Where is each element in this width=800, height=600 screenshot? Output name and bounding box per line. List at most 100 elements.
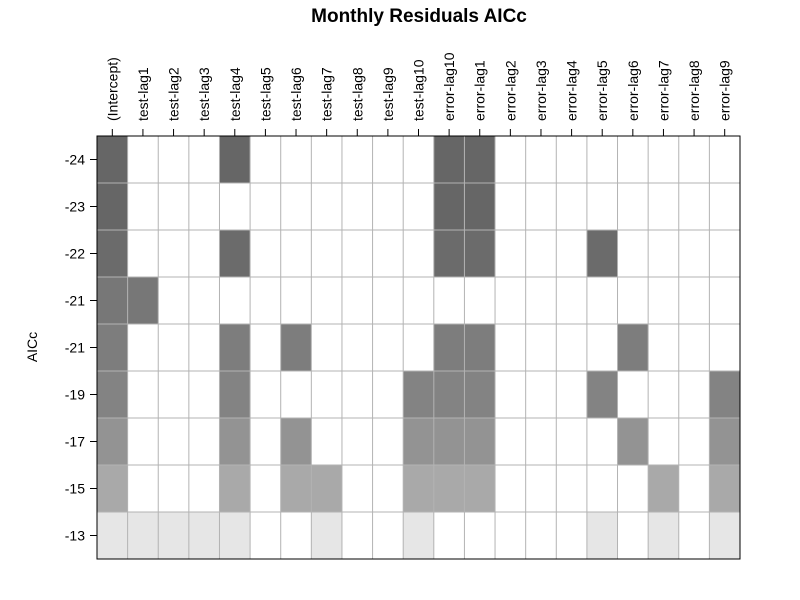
x-tick-label: error-lag1: [472, 60, 488, 121]
heatmap-cell: [403, 418, 434, 465]
heatmap-cell: [372, 277, 404, 324]
heatmap-cell: [678, 418, 710, 465]
heatmap-cell: [311, 371, 342, 418]
heatmap-cell: [219, 418, 251, 465]
heatmap-cell: [158, 371, 189, 418]
heatmap-cell: [219, 512, 251, 559]
heatmap-cell: [250, 512, 281, 559]
heatmap-cell: [97, 418, 128, 465]
heatmap-cell: [556, 324, 587, 371]
heatmap-cell: [709, 136, 740, 183]
heatmap-cell: [341, 465, 373, 512]
heatmap-cell: [372, 465, 404, 512]
x-tick-label: test-lag6: [288, 67, 304, 121]
heatmap-cell: [158, 277, 189, 324]
y-tick-label: -21: [65, 340, 85, 356]
heatmap-cell: [433, 136, 465, 183]
y-tick-label: -22: [65, 246, 85, 262]
heatmap-cell: [678, 183, 710, 230]
heatmap-cell: [372, 512, 404, 559]
heatmap-cell: [97, 512, 128, 559]
heatmap-cell: [372, 183, 404, 230]
heatmap-cell: [341, 324, 373, 371]
heatmap-cell: [219, 465, 251, 512]
y-axis-label: AICc: [24, 332, 40, 362]
heatmap-cell: [127, 418, 159, 465]
heatmap-cell: [648, 512, 679, 559]
heatmap-cell: [97, 183, 128, 230]
heatmap-cell: [586, 230, 618, 277]
heatmap-cell: [158, 183, 189, 230]
heatmap-cell: [250, 465, 281, 512]
heatmap-cell: [617, 183, 649, 230]
heatmap-cell: [127, 371, 159, 418]
heatmap-cell: [219, 136, 251, 183]
x-tick-label: error-lag2: [502, 60, 518, 121]
heatmap-cell: [617, 136, 649, 183]
heatmap-cell: [617, 324, 649, 371]
heatmap-cell: [495, 230, 526, 277]
heatmap-cell: [433, 465, 465, 512]
heatmap-cell: [403, 324, 434, 371]
heatmap-cell: [341, 277, 373, 324]
heatmap-cell: [678, 136, 710, 183]
x-tick-label: test-lag2: [166, 67, 182, 121]
heatmap-cell: [433, 512, 465, 559]
heatmap-cell: [709, 324, 740, 371]
heatmap-cell: [188, 136, 220, 183]
x-tick-label: test-lag5: [257, 67, 273, 121]
heatmap-cell: [97, 277, 128, 324]
heatmap-cell: [188, 230, 220, 277]
heatmap-cell: [678, 324, 710, 371]
heatmap-cell: [648, 418, 679, 465]
x-tick-label: (Intercept): [104, 57, 120, 121]
heatmap-cell: [311, 136, 342, 183]
heatmap-cell: [372, 324, 404, 371]
chart-title: Monthly Residuals AICc: [311, 6, 527, 27]
heatmap-cell: [127, 183, 159, 230]
heatmap-cell: [341, 136, 373, 183]
heatmap-cell: [403, 371, 434, 418]
heatmap-cell: [495, 465, 526, 512]
heatmap-cell: [188, 512, 220, 559]
heatmap-cell: [464, 418, 496, 465]
heatmap-cell: [311, 324, 342, 371]
heatmap-cell: [250, 277, 281, 324]
heatmap-cell: [403, 277, 434, 324]
x-tick-label: test-lag4: [227, 67, 243, 121]
heatmap-cell: [433, 418, 465, 465]
y-tick-label: -21: [65, 293, 85, 309]
y-tick-label: -24: [65, 152, 85, 168]
heatmap-cell: [586, 512, 618, 559]
heatmap-cell: [280, 136, 312, 183]
heatmap-cell: [464, 136, 496, 183]
heatmap-cell: [495, 371, 526, 418]
heatmap-cell: [678, 277, 710, 324]
heatmap-cell: [678, 230, 710, 277]
x-tick-label: test-lag10: [411, 59, 427, 121]
heatmap-cell: [525, 512, 557, 559]
x-tick-label: test-lag8: [349, 67, 365, 121]
x-tick-label: test-lag7: [319, 67, 335, 121]
heatmap-cell: [311, 512, 342, 559]
heatmap-cell: [341, 230, 373, 277]
heatmap-cell: [372, 230, 404, 277]
y-tick-label: -13: [65, 528, 85, 544]
y-tick-label: -17: [65, 434, 85, 450]
heatmap-cell: [556, 136, 587, 183]
heatmap-cell: [495, 183, 526, 230]
heatmap-cell: [586, 324, 618, 371]
heatmap-cell: [556, 512, 587, 559]
heatmap-cell: [127, 512, 159, 559]
heatmap-cell: [403, 183, 434, 230]
heatmap-cell: [556, 371, 587, 418]
heatmap-cell: [709, 230, 740, 277]
heatmap-cell: [495, 136, 526, 183]
heatmap-cell: [556, 418, 587, 465]
heatmap-cell: [158, 465, 189, 512]
heatmap-cell: [250, 230, 281, 277]
heatmap-cell: [158, 136, 189, 183]
heatmap-cell: [617, 465, 649, 512]
heatmap-cell: [341, 371, 373, 418]
